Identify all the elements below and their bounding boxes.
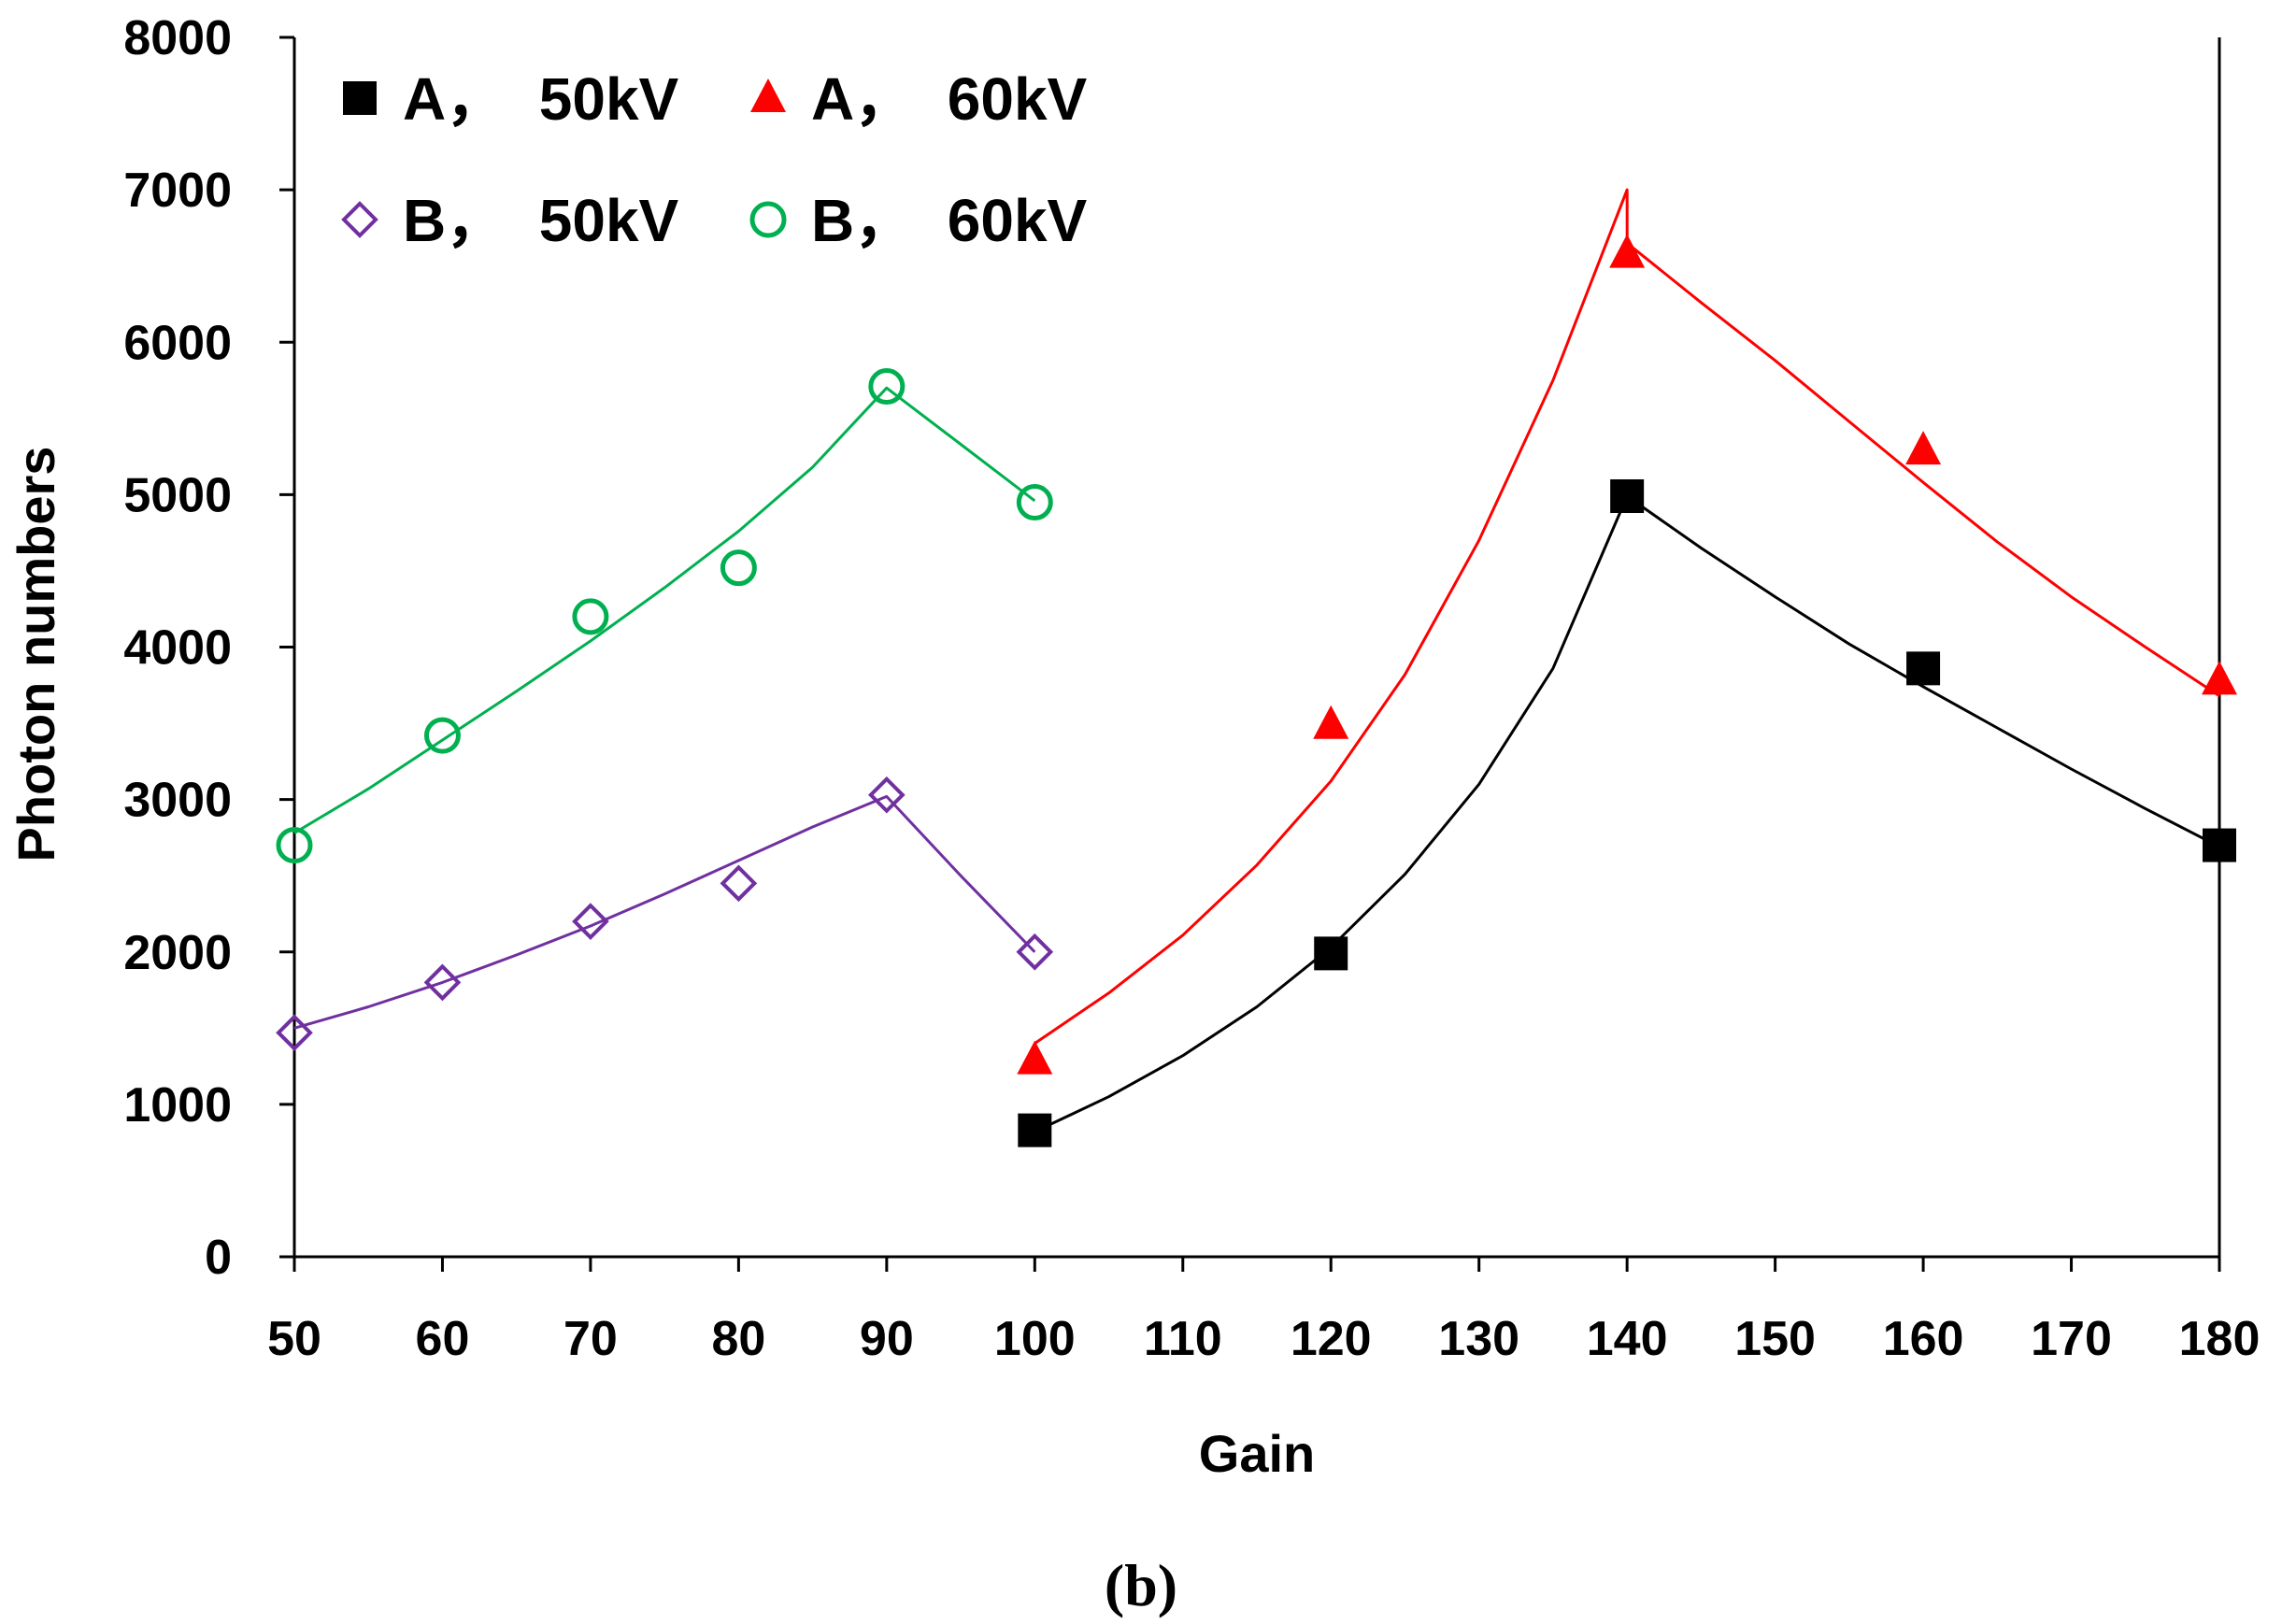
data-point-series-2: [2202, 661, 2237, 695]
data-point-series-3: [276, 1014, 313, 1052]
data-point-series-3: [572, 903, 609, 940]
data-point-series-3: [868, 776, 906, 814]
fit-curve-series-1: [1034, 494, 2220, 1133]
fit-curve-series-2: [1034, 188, 2220, 1045]
y-axis-ticks: 0 1000 2000 3000 4000 5000 6000 7000 8000: [123, 11, 294, 1285]
data-point-series-3: [1016, 933, 1054, 971]
fit-curve-series-3: [293, 794, 1036, 1030]
y-tick-label: 7000: [123, 164, 232, 218]
x-tick-label: 180: [2179, 1312, 2261, 1366]
x-tick-label: 70: [563, 1312, 618, 1366]
data-point-series-1: [1018, 1113, 1052, 1147]
legend-label-series-2: A， 60kV: [811, 65, 1088, 133]
y-tick-label: 8000: [123, 11, 232, 65]
data-point-series-2: [1017, 1040, 1053, 1075]
data-point-series-4: [1016, 484, 1053, 521]
data-point-series-4: [868, 368, 906, 406]
data-point-series-2: [1905, 431, 1942, 465]
data-point-series-1: [1610, 479, 1645, 514]
data-point-series-1: [1314, 936, 1348, 971]
data-point-series-3: [720, 864, 758, 903]
x-tick-label: 130: [1438, 1312, 1519, 1366]
x-axis-title: Gain: [1199, 1424, 1315, 1483]
x-tick-label: 60: [416, 1312, 470, 1366]
y-tick-label: 4000: [123, 621, 232, 676]
data-point-series-4: [720, 549, 757, 587]
data-point-series-2: [1313, 705, 1349, 739]
x-tick-label: 160: [1883, 1312, 1964, 1366]
data-markers: [276, 234, 2237, 1147]
y-tick-label: 3000: [123, 774, 232, 828]
x-tick-label: 140: [1587, 1312, 1668, 1366]
y-axis-title: Photon numbers: [7, 447, 65, 862]
legend-marker-series-2: [750, 78, 786, 112]
legend: A， 50kV A， 60kV B， 50kV B， 60kV: [341, 65, 1088, 254]
data-point-series-1: [2203, 828, 2236, 862]
x-axis-ticks: 50 60 70 80 90 100 110 120 130 140 150 160 170 180: [267, 1257, 2260, 1366]
x-tick-label: 50: [267, 1312, 321, 1366]
x-tick-label: 110: [1144, 1312, 1222, 1366]
x-tick-label: 80: [711, 1312, 765, 1366]
y-tick-label: 2000: [123, 926, 232, 980]
x-tick-label: 90: [860, 1312, 914, 1366]
figure-caption: (b): [1105, 1552, 1177, 1618]
legend-label-series-4: B， 60kV: [811, 187, 1088, 254]
y-tick-label: 6000: [123, 316, 232, 370]
data-point-series-2: [1609, 234, 1646, 268]
legend-marker-series-1: [343, 81, 377, 115]
x-tick-label: 170: [2031, 1312, 2112, 1366]
legend-label-series-1: A， 50kV: [403, 65, 679, 133]
fit-curve-series-4: [293, 386, 1036, 834]
legend-label-series-3: B， 50kV: [403, 187, 679, 254]
y-tick-label: 1000: [123, 1078, 232, 1133]
x-tick-label: 150: [1734, 1312, 1816, 1366]
data-point-series-4: [572, 598, 609, 635]
data-point-series-4: [423, 717, 461, 754]
data-point-series-1: [1906, 651, 1941, 686]
legend-marker-series-3: [341, 201, 378, 238]
legend-marker-series-4: [749, 201, 787, 238]
x-tick-label: 100: [994, 1312, 1076, 1366]
y-tick-label: 0: [205, 1231, 232, 1285]
y-tick-label: 5000: [123, 468, 232, 522]
x-tick-label: 120: [1291, 1312, 1372, 1366]
data-point-series-4: [276, 827, 313, 864]
data-point-series-3: [423, 963, 462, 1002]
